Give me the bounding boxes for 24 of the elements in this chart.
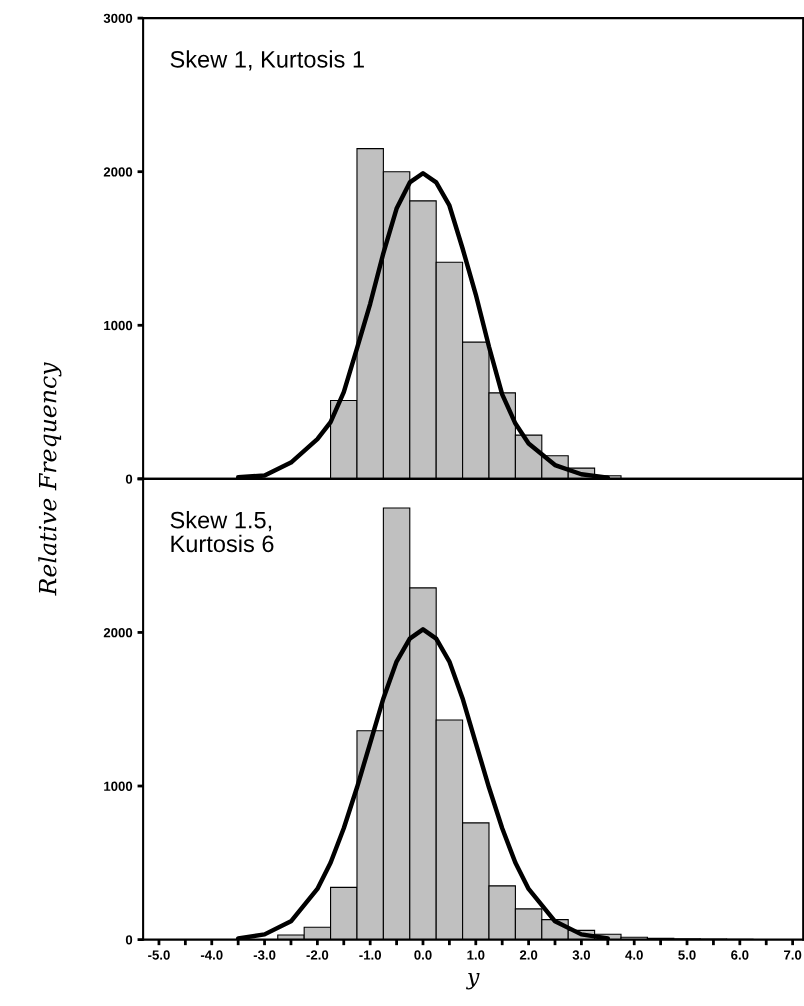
x-tick-label: -4.0 bbox=[200, 950, 223, 960]
x-tick-label: 7.0 bbox=[784, 950, 802, 960]
y-tick-label: 1000 bbox=[104, 320, 133, 331]
x-tick-label: -1.0 bbox=[359, 950, 382, 960]
y-tick-label: 1000 bbox=[104, 781, 133, 791]
x-tick-label: -2.0 bbox=[306, 950, 329, 960]
x-tick-label: 3.0 bbox=[572, 950, 591, 960]
x-tick-label: 0.0 bbox=[414, 950, 432, 960]
text: Skew 1.5, Kurtosis 6 bbox=[170, 511, 274, 553]
x-tick-label: 4.0 bbox=[625, 950, 643, 960]
y-axis-title: Relative Frequency bbox=[38, 362, 62, 596]
y-tick-label: 2000 bbox=[103, 628, 133, 638]
y-tick-label: 3000 bbox=[103, 13, 133, 24]
text: Skew 1, Kurtosis 1 bbox=[170, 50, 364, 71]
x-tick-label: -3.0 bbox=[253, 950, 276, 960]
y-tick-label: 2000 bbox=[103, 167, 133, 177]
x-tick-label: -5.0 bbox=[148, 950, 170, 960]
x-tick-label: 1.0 bbox=[467, 950, 485, 960]
x-tick-label: 5.0 bbox=[678, 950, 696, 960]
y-tick-label: 0 bbox=[125, 935, 133, 945]
y-tick-label: 0 bbox=[125, 474, 133, 484]
x-axis-title: y bbox=[466, 972, 480, 990]
x-tick-label: 2.0 bbox=[519, 950, 538, 960]
x-tick-label: 6.0 bbox=[731, 950, 749, 960]
